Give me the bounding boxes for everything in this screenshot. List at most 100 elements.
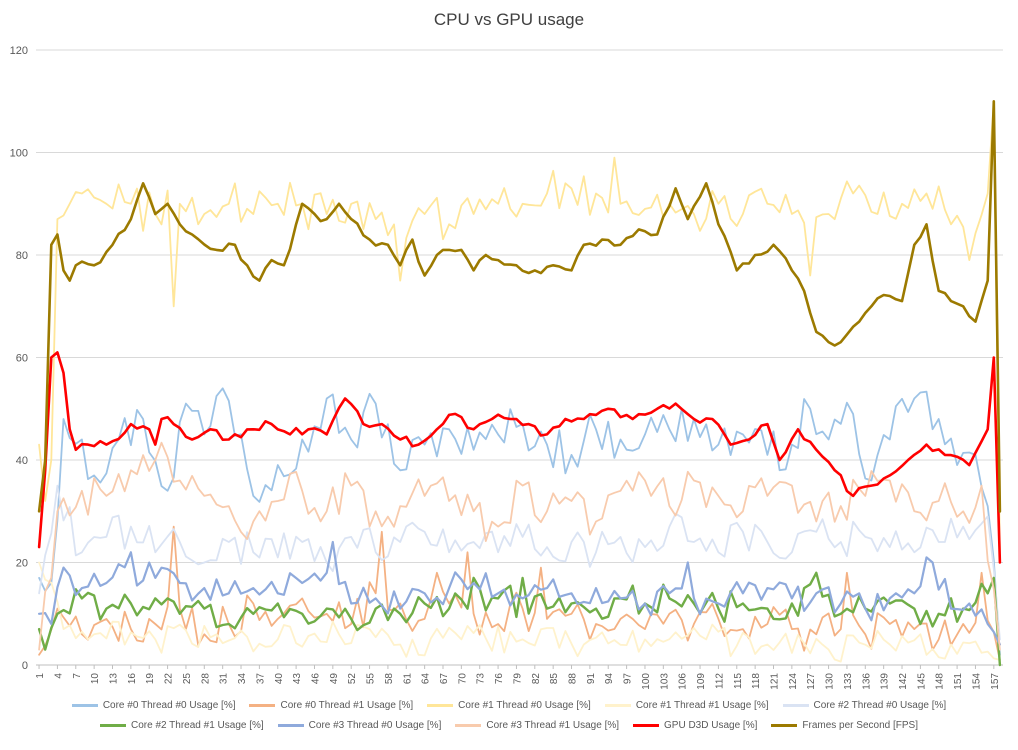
legend-label: Core #1 Thread #1 Usage [%]: [635, 700, 769, 711]
legend-swatch: [455, 724, 482, 727]
legend-swatch: [782, 704, 809, 707]
legend-row: Core #2 Thread #1 Usage [%] Core #3 Threa…: [0, 720, 1018, 731]
series-line: [38, 441, 1001, 651]
x-tick-label: 70: [457, 673, 468, 685]
x-tick-label: 31: [219, 673, 230, 685]
legend-swatch: [277, 724, 304, 727]
chart-title: CPU vs GPU usage: [433, 10, 585, 29]
x-tick-label: 130: [825, 673, 836, 690]
series-line: [37, 351, 1002, 564]
x-tick-label: 139: [880, 673, 891, 690]
x-tick-label: 67: [439, 673, 450, 685]
legend-label: Core #3 Thread #1 Usage [%]: [486, 720, 620, 731]
x-tick-label: 10: [90, 673, 101, 685]
legend-label: GPU D3D Usage [%]: [664, 720, 758, 731]
x-tick-label: 85: [549, 673, 560, 685]
x-tick-label: 46: [310, 673, 321, 685]
legend-swatch: [427, 704, 454, 707]
legend-swatch: [100, 724, 126, 727]
x-tick-label: 19: [145, 673, 156, 685]
legend-item: Core #1 Thread #1 Usage [%]: [604, 700, 769, 711]
y-tick-label: 40: [16, 455, 28, 467]
x-tick-label: 61: [402, 673, 413, 685]
x-tick-label: 154: [971, 673, 982, 690]
x-tick-label: 82: [531, 673, 542, 685]
x-tick-label: 76: [494, 673, 505, 685]
x-tick-label: 112: [714, 673, 725, 689]
x-tick-label: 1: [35, 673, 46, 679]
x-tick-label: 22: [164, 673, 175, 685]
legend-row: Core #0 Thread #0 Usage [%] Core #0 Threa…: [0, 700, 1018, 711]
x-tick-label: 142: [898, 673, 909, 690]
x-tick-label: 97: [623, 673, 634, 685]
x-tick-label: 121: [769, 673, 780, 690]
x-tick-label: 16: [127, 673, 138, 685]
x-tick-label: 55: [366, 673, 377, 685]
x-tick-label: 43: [292, 673, 303, 685]
legend-label: Core #3 Thread #0 Usage [%]: [308, 720, 442, 731]
series-line: [38, 561, 1001, 663]
x-tick-label: 118: [751, 673, 762, 689]
legend-label: Frames per Second [FPS]: [802, 720, 918, 731]
y-tick-label: 20: [16, 558, 28, 570]
x-tick-label: 25: [182, 673, 193, 685]
legend-label: Core #2 Thread #0 Usage [%]: [813, 700, 947, 711]
legend-item: Core #2 Thread #0 Usage [%]: [782, 700, 947, 711]
legend-item: Core #0 Thread #1 Usage [%]: [249, 700, 413, 711]
legend: Core #0 Thread #0 Usage [%] Core #0 Threa…: [0, 700, 1018, 740]
x-tick-label: 100: [641, 673, 652, 690]
legend-label: Core #1 Thread #0 Usage [%]: [458, 700, 591, 711]
x-tick-label: 94: [604, 673, 615, 685]
series-line: [37, 540, 1002, 646]
x-tick-label: 106: [678, 673, 689, 690]
x-tick-label: 40: [274, 673, 285, 685]
legend-item: Core #0 Thread #0 Usage [%]: [71, 700, 236, 711]
series-line: [38, 484, 1001, 641]
x-tick-label: 58: [384, 673, 395, 685]
series-line: [38, 387, 1001, 656]
x-tick-label: 124: [788, 673, 799, 690]
legend-swatch: [249, 704, 276, 707]
legend-label: Core #2 Thread #1 Usage [%]: [131, 720, 264, 731]
legend-swatch: [604, 704, 631, 707]
x-tick-label: 109: [696, 673, 707, 690]
y-tick-label: 0: [22, 660, 28, 672]
x-tick-label: 88: [568, 673, 579, 685]
legend-label: Core #0 Thread #1 Usage [%]: [280, 700, 414, 711]
legend-item: Core #3 Thread #0 Usage [%]: [277, 720, 442, 731]
plot-area: 0 20 40 60 80 100 120 1 4 7 10 13 16 19 22 25 28 31 34 37 40…: [10, 45, 1003, 690]
legend-swatch: [71, 704, 98, 707]
y-tick-label: 60: [16, 353, 28, 365]
y-tick-label: 120: [10, 45, 28, 57]
x-tick-label: 4: [53, 673, 64, 679]
legend-item: Core #2 Thread #1 Usage [%]: [100, 720, 264, 731]
x-tick-label: 7: [72, 673, 83, 679]
x-tick-label: 115: [733, 673, 744, 689]
series-line: [38, 100, 1001, 554]
x-tick-label: 103: [659, 673, 670, 690]
x-tick-label: 136: [861, 673, 872, 690]
legend-swatch: [633, 724, 660, 727]
y-tick-label: 80: [16, 250, 28, 262]
x-tick-label: 49: [329, 673, 340, 685]
legend-label: Core #0 Thread #0 Usage [%]: [102, 700, 236, 711]
y-tick-label: 100: [10, 148, 28, 160]
x-tick-label: 91: [586, 673, 597, 685]
x-tick-label: 157: [990, 673, 1001, 690]
x-tick-label: 133: [843, 673, 854, 690]
x-tick-label: 34: [237, 673, 248, 685]
x-tick-label: 37: [255, 673, 266, 685]
legend-item: Frames per Second [FPS]: [771, 720, 918, 731]
x-tick-label: 73: [476, 673, 487, 685]
x-tick-label: 28: [200, 673, 211, 685]
x-tick-label: 127: [806, 673, 817, 690]
legend-item: GPU D3D Usage [%]: [633, 720, 757, 731]
x-tick-label: 148: [935, 673, 946, 690]
x-tick-label: 79: [512, 673, 523, 685]
series-line: [37, 100, 1002, 513]
x-tick-label: 13: [109, 673, 120, 685]
legend-item: Core #3 Thread #1 Usage [%]: [455, 720, 619, 731]
legend-item: Core #1 Thread #0 Usage [%]: [427, 700, 591, 711]
legend-swatch: [771, 724, 798, 727]
